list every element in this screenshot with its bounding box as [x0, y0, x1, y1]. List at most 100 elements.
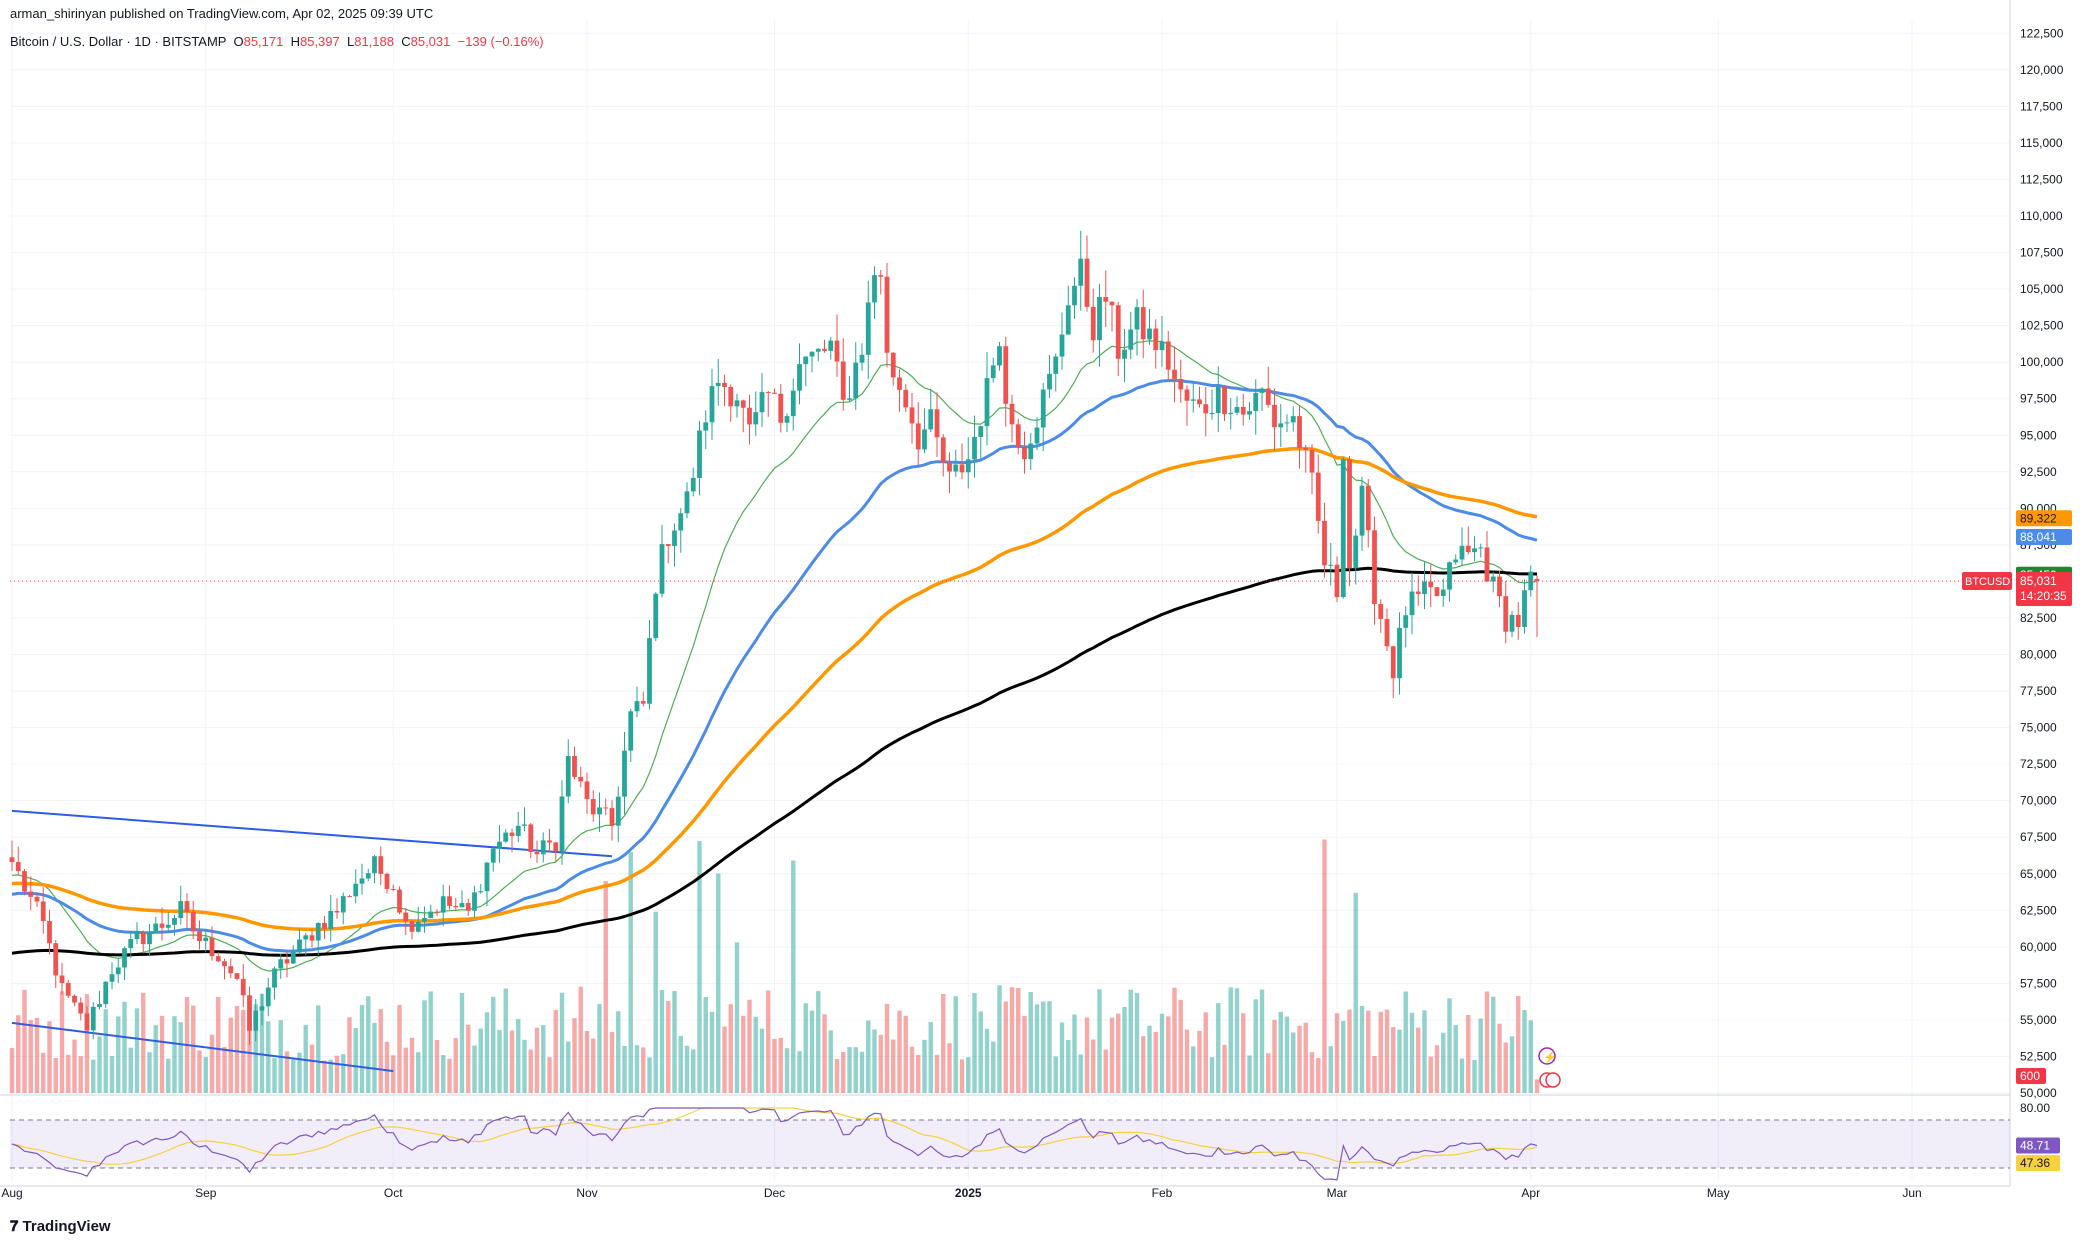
- candle-body: [965, 459, 971, 473]
- candle-body: [678, 513, 684, 531]
- candle: [1234, 396, 1240, 416]
- volume-bar: [1009, 987, 1015, 1093]
- candle-body: [1259, 388, 1265, 393]
- candle: [578, 766, 584, 788]
- candle-body: [690, 477, 696, 492]
- ema200-line: [11, 566, 1538, 957]
- volume-bar: [1534, 1079, 1540, 1093]
- candle-body: [328, 911, 334, 929]
- candle-body: [884, 276, 890, 353]
- candle: [1278, 404, 1284, 447]
- volume-bar: [716, 873, 721, 1093]
- candle: [1459, 527, 1465, 566]
- candle-body: [722, 382, 727, 388]
- volume-bar: [1384, 1009, 1390, 1093]
- candle-body: [115, 967, 121, 975]
- volume-bar: [847, 1047, 852, 1093]
- volume-bar: [1222, 1044, 1227, 1093]
- volume-bar: [616, 1011, 621, 1093]
- candle-body: [1265, 388, 1271, 405]
- price-tick-label: 95,000: [2020, 428, 2057, 442]
- volume-bar: [1047, 1001, 1052, 1093]
- candle-body: [1234, 406, 1240, 413]
- candle-body: [447, 896, 452, 906]
- candle: [1447, 561, 1452, 602]
- candle-body: [1340, 459, 1346, 598]
- candle-body: [190, 911, 196, 932]
- volume-bar: [741, 1015, 746, 1093]
- candle-body: [1284, 422, 1290, 424]
- volume-bar: [1166, 1016, 1171, 1093]
- candle-body: [1184, 389, 1190, 401]
- volume-bar: [384, 1041, 390, 1093]
- price-tick-label: 82,500: [2020, 611, 2057, 625]
- candle-body: [353, 883, 359, 897]
- candle-body: [134, 932, 140, 940]
- candle: [759, 372, 765, 427]
- volume-bar: [97, 1036, 102, 1093]
- volume-bar: [778, 1037, 783, 1093]
- candle: [847, 375, 852, 402]
- brand-name: TradingView: [22, 1218, 111, 1235]
- volume-bar: [909, 1046, 915, 1093]
- candle: [1415, 575, 1421, 606]
- volume-bar: [603, 881, 608, 1093]
- candle-body: [647, 638, 652, 704]
- low-value: 81,188: [354, 34, 394, 49]
- candle: [47, 909, 52, 955]
- candle: [353, 869, 359, 904]
- candle: [1372, 516, 1377, 625]
- candle: [1165, 330, 1171, 381]
- candle: [503, 829, 509, 843]
- volume-bar: [1072, 1014, 1077, 1093]
- candle-body: [503, 832, 509, 842]
- candle: [697, 420, 702, 496]
- candle: [1228, 398, 1234, 430]
- candle-body: [272, 968, 277, 988]
- candle: [1534, 575, 1540, 638]
- volume-bar: [347, 1017, 352, 1093]
- candle: [972, 415, 977, 478]
- ema50-value-marker-box: [2016, 528, 2072, 545]
- volume-bar: [397, 1004, 402, 1093]
- volume-bar: [941, 994, 946, 1093]
- candle-body: [1397, 627, 1402, 679]
- volume-bar: [972, 993, 977, 1093]
- volume-bar: [1247, 1055, 1252, 1093]
- candle: [1303, 444, 1309, 473]
- volume-bar: [1084, 1017, 1090, 1093]
- volume-bar: [997, 985, 1002, 1093]
- candle: [815, 348, 821, 362]
- volume-bar: [566, 1041, 571, 1093]
- volume-bar: [1522, 1009, 1527, 1093]
- candle-body: [534, 852, 540, 855]
- volume-bar: [1116, 1013, 1121, 1093]
- candle: [1115, 301, 1121, 377]
- volume-bar: [666, 1000, 671, 1093]
- candle: [1365, 479, 1371, 548]
- candle: [1253, 379, 1259, 435]
- candle: [1103, 270, 1109, 328]
- candle: [753, 391, 759, 436]
- candle-body: [922, 429, 927, 450]
- candle-body: [1097, 297, 1102, 341]
- candle-body: [797, 364, 802, 391]
- volume-bar: [1316, 1057, 1321, 1093]
- candle-body: [1422, 581, 1427, 595]
- close-label: C: [401, 34, 411, 49]
- volume-bar: [191, 1005, 196, 1093]
- volume-bar: [597, 1004, 602, 1093]
- price-tick-label: 75,000: [2020, 721, 2057, 735]
- candle: [1078, 230, 1084, 311]
- candle: [934, 392, 940, 458]
- candle: [790, 378, 796, 431]
- candle-body: [1078, 258, 1084, 286]
- candle: [809, 351, 815, 373]
- volume-bar: [334, 1055, 340, 1093]
- candle: [1003, 336, 1009, 427]
- candle: [1453, 554, 1459, 565]
- candle: [72, 994, 77, 1007]
- volume-bar: [891, 1039, 896, 1093]
- rsi-value-box: [2016, 1137, 2060, 1154]
